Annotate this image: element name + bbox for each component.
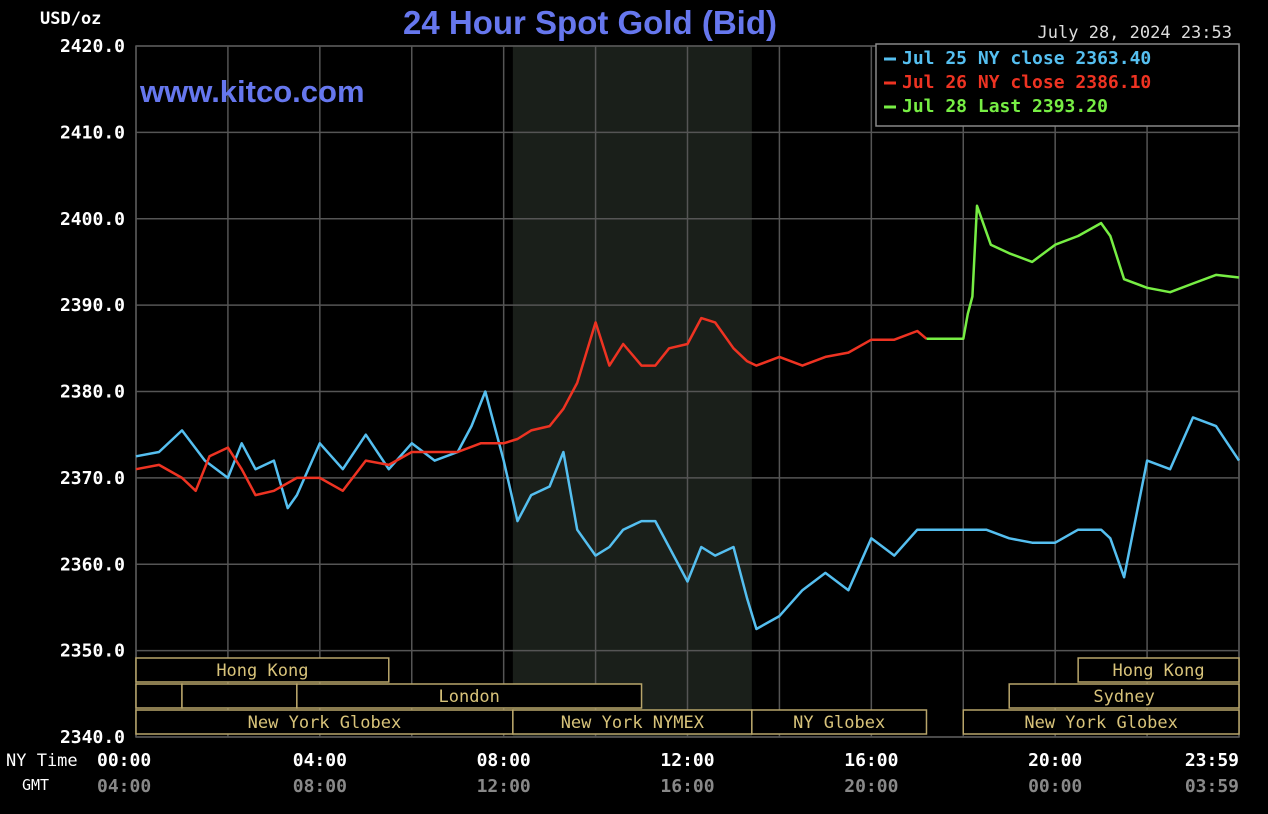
x-tick-label-gmt: 12:00 (477, 776, 531, 797)
x-tick-label-ny: 20:00 (1028, 750, 1082, 771)
series-line (135, 316, 928, 497)
series-line (926, 204, 1240, 341)
session-label: New York Globex (1024, 713, 1178, 733)
x-tick-label-ny: 04:00 (293, 750, 347, 771)
chart-grid (135, 45, 1240, 738)
y-tick-label: 2390.0 (60, 295, 125, 316)
x-tick-label-ny: 23:59 (1185, 750, 1239, 771)
session-label: Hong Kong (216, 661, 308, 681)
session-bar (135, 683, 183, 709)
x-tick-label-gmt: 08:00 (293, 776, 347, 797)
session-bar (751, 709, 928, 735)
x-tick-label-ny: 08:00 (477, 750, 531, 771)
session-label: Sydney (1093, 687, 1154, 707)
kitco-watermark: www.kitco.com (139, 74, 365, 109)
session-bar (181, 683, 298, 709)
x-tick-label-gmt: 04:00 (97, 776, 151, 797)
y-tick-label: 2420.0 (60, 36, 125, 57)
y-tick-label: 2360.0 (60, 554, 125, 575)
session-bar (1077, 657, 1240, 683)
session-label: London (438, 687, 499, 707)
x-tick-label-ny: 00:00 (97, 750, 151, 771)
y-tick-label: 2410.0 (60, 122, 125, 143)
gmt-label: GMT (22, 776, 49, 794)
legend-box (875, 43, 1240, 127)
legend-entry: Jul 26 NY close 2386.10 (902, 72, 1151, 93)
x-axis: NY Time GMT 00:00 04:00 04:00 08:00 08:00 12:00… (6, 750, 1239, 797)
session-label: NY Globex (793, 713, 885, 733)
y-axis-unit: USD/oz (40, 9, 101, 29)
x-tick-label-ny: 16:00 (844, 750, 898, 771)
y-axis: 2420.0 2410.0 2400.0 2390.0 2380.0 2370.0 2360… (60, 36, 125, 748)
y-tick-label: 2340.0 (60, 727, 125, 748)
legend-entry: Jul 25 NY close 2363.40 (902, 48, 1151, 69)
x-tick-label-gmt: 20:00 (844, 776, 898, 797)
x-tick-label-ny: 12:00 (660, 750, 714, 771)
chart-timestamp: July 28, 2024 23:53 (1038, 23, 1232, 43)
plot-border (135, 45, 1240, 738)
x-tick-label-gmt: 03:59 (1185, 776, 1239, 797)
market-sessions: Hong Kong Hong Kong London Sydney New York G… (135, 657, 1240, 735)
y-tick-label: 2370.0 (60, 468, 125, 489)
session-label: New York Globex (248, 713, 402, 733)
session-bar (962, 709, 1240, 735)
legend-entry: Jul 28 Last 2393.20 (902, 96, 1108, 117)
chart-legend: Jul 25 NY close 2363.40 Jul 26 NY close 2… (875, 43, 1240, 127)
session-bar (296, 683, 643, 709)
x-tick-label-gmt: 00:00 (1028, 776, 1082, 797)
session-bar (512, 709, 753, 735)
y-tick-label: 2380.0 (60, 382, 125, 403)
series-line (135, 390, 1241, 631)
y-tick-label: 2400.0 (60, 209, 125, 230)
price-series (135, 204, 1241, 631)
chart-title: 24 Hour Spot Gold (Bid) (403, 4, 777, 41)
x-tick-label-gmt: 16:00 (660, 776, 714, 797)
ny-time-label: NY Time (6, 751, 78, 771)
session-bar (135, 657, 390, 683)
session-label: Hong Kong (1113, 661, 1205, 681)
y-tick-label: 2350.0 (60, 641, 125, 662)
session-bar (1008, 683, 1240, 709)
session-label: New York NYMEX (561, 713, 705, 733)
